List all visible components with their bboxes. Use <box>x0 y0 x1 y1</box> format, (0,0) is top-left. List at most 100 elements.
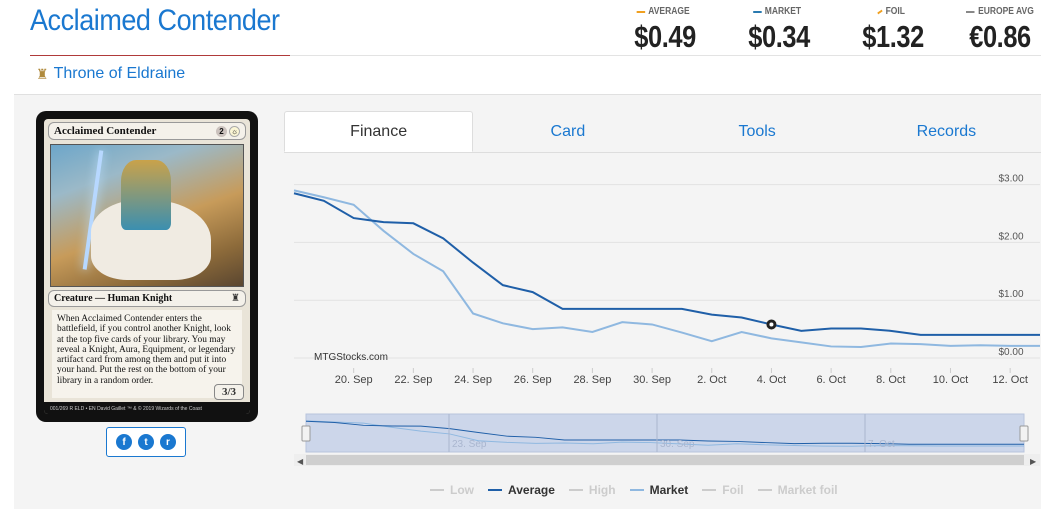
price-market-value: $0.34 <box>748 19 810 54</box>
set-link[interactable]: ♜ Throne of Eldraine <box>36 65 185 83</box>
x-tick-label: 2. Oct <box>697 374 726 386</box>
card-power-toughness: 3/3 <box>214 384 244 400</box>
tab-tools[interactable]: Tools <box>738 122 776 140</box>
price-europe-label: EUROPE AVG <box>978 6 1034 17</box>
x-tick-label: 22. Sep <box>394 374 432 386</box>
series-line-market <box>293 189 1040 349</box>
card-footer: 001/269 R ELD • EN David Gaillet ™ & © 2… <box>50 406 202 412</box>
navigator-tick-label: 7. Oct <box>868 439 895 450</box>
x-tick-label: 20. Sep <box>335 374 373 386</box>
share-buttons: f t r <box>106 427 186 457</box>
chart-watermark: MTGStocks.com <box>314 352 388 363</box>
market-dash-icon <box>752 10 762 13</box>
card-artist: David Gaillet <box>97 406 126 412</box>
navigator-tick-label: 23. Sep <box>452 439 487 450</box>
legend-item-high[interactable]: High <box>568 483 616 497</box>
chart-navigator[interactable]: 23. Sep 30. Sep 7. Oct ◀ ▶ <box>294 413 1040 466</box>
navigator-right-handle[interactable] <box>1019 425 1029 442</box>
legend-item-average[interactable]: Average <box>488 483 555 497</box>
legend-label: Low <box>450 483 474 497</box>
navigator-left-handle[interactable] <box>301 425 311 442</box>
card-set-line: ELD • EN <box>74 406 96 412</box>
y-tick-label: $2.00 <box>998 231 1023 242</box>
legend-label: Average <box>508 483 555 497</box>
navigator-series-market <box>305 420 1024 447</box>
navigator-series-average <box>305 420 1024 445</box>
tab-card[interactable]: Card <box>550 122 586 140</box>
page-title: Acclaimed Contender <box>30 4 280 37</box>
legend-label: Market <box>649 483 689 497</box>
x-tick-label: 30. Sep <box>633 374 671 386</box>
facebook-icon[interactable]: f <box>116 434 132 450</box>
price-market-label: MARKET <box>764 6 802 17</box>
average-dash-icon <box>636 10 645 13</box>
legend-label: High <box>588 483 616 497</box>
navigator-tick-label: 30. Sep <box>660 439 695 450</box>
castle-set-icon: ♜ <box>36 65 49 82</box>
legend-swatch <box>488 489 502 491</box>
y-tick-label: $0.00 <box>998 347 1023 358</box>
card-title-bar: Acclaimed Contender 2 ☼ <box>48 122 246 140</box>
twitter-icon[interactable]: t <box>138 434 154 450</box>
legend-label: Market foil <box>777 483 838 497</box>
x-tick-label: 24. Sep <box>454 374 492 386</box>
legend-swatch <box>757 489 772 491</box>
legend-label: Foil <box>722 483 744 497</box>
legend-swatch <box>629 489 644 491</box>
legend-swatch <box>430 489 444 491</box>
generic-mana-icon: 2 <box>216 125 227 137</box>
x-tick-label: 28. Sep <box>573 374 611 386</box>
x-tick-label: 10. Oct <box>933 374 968 386</box>
title-underline <box>30 55 290 56</box>
card-collector-number: 001/269 R <box>50 406 74 412</box>
scroll-right-arrow-icon[interactable]: ▶ <box>1030 457 1037 466</box>
scroll-left-arrow-icon[interactable]: ◀ <box>297 457 304 466</box>
x-tick-label: 8. Oct <box>876 374 905 386</box>
price-average: AVERAGE $0.49 <box>628 6 698 55</box>
y-tick-label: $1.00 <box>998 289 1023 300</box>
card-rules-text: When Acclaimed Contender enters the batt… <box>52 310 242 398</box>
price-foil-value: $1.32 <box>862 19 924 54</box>
price-average-value: $0.49 <box>634 19 696 54</box>
legend-swatch <box>702 489 717 491</box>
legend-item-low[interactable]: Low <box>430 483 474 497</box>
x-tick-label: 4. Oct <box>757 374 786 386</box>
chart-legend: Low Average High Market Foil Market foil <box>430 483 838 497</box>
reddit-icon[interactable]: r <box>160 434 176 450</box>
legend-item-foil[interactable]: Foil <box>702 483 744 497</box>
x-tick-label: 6. Oct <box>816 374 845 386</box>
tab-finance[interactable]: Finance <box>284 111 474 152</box>
price-europe-value: €0.86 <box>969 19 1031 54</box>
scrollbar-thumb[interactable] <box>306 455 1024 465</box>
foil-dash-icon <box>876 9 883 14</box>
price-average-label: AVERAGE <box>648 6 690 17</box>
price-chart-svg[interactable]: $3.00 $2.00 $1.00 $0.00 20. Sep 22. Sep 24. S… <box>284 153 1041 509</box>
card-type-bar: Creature — Human Knight ♜ <box>48 290 246 307</box>
card-copyright: ™ & © 2019 Wizards of the Coast <box>126 406 202 412</box>
card-face: Acclaimed Contender 2 ☼ Creature — Human… <box>44 119 250 414</box>
legend-item-market[interactable]: Market <box>629 483 689 497</box>
tab-records[interactable]: Records <box>916 122 977 140</box>
price-market: MARKET $0.34 <box>742 6 812 55</box>
header-divider <box>290 55 1041 56</box>
hover-marker-center <box>769 322 774 327</box>
y-tick-label: $3.00 <box>998 174 1023 185</box>
card-image[interactable]: Acclaimed Contender 2 ☼ Creature — Human… <box>36 111 258 422</box>
set-symbol-icon: ♜ <box>231 293 240 304</box>
card-mana-cost: 2 ☼ <box>216 125 240 137</box>
price-foil: FOIL $1.32 <box>856 6 926 55</box>
europe-dash-icon <box>966 10 975 13</box>
price-foil-label: FOIL <box>885 6 905 17</box>
series-line-average <box>293 192 1040 336</box>
price-chart[interactable]: $3.00 $2.00 $1.00 $0.00 20. Sep 22. Sep 24. S… <box>284 153 1041 509</box>
x-tick-label: 26. Sep <box>514 374 552 386</box>
card-type-line: Creature — Human Knight <box>54 293 173 304</box>
tab-bar: Finance Card Tools Records <box>284 111 1041 153</box>
white-mana-icon: ☼ <box>229 125 240 137</box>
card-name: Acclaimed Contender <box>54 125 157 137</box>
legend-swatch <box>568 489 583 491</box>
x-tick-label: 12. Oct <box>992 374 1027 386</box>
set-name: Throne of Eldraine <box>53 65 186 82</box>
legend-item-market-foil[interactable]: Market foil <box>757 483 838 497</box>
